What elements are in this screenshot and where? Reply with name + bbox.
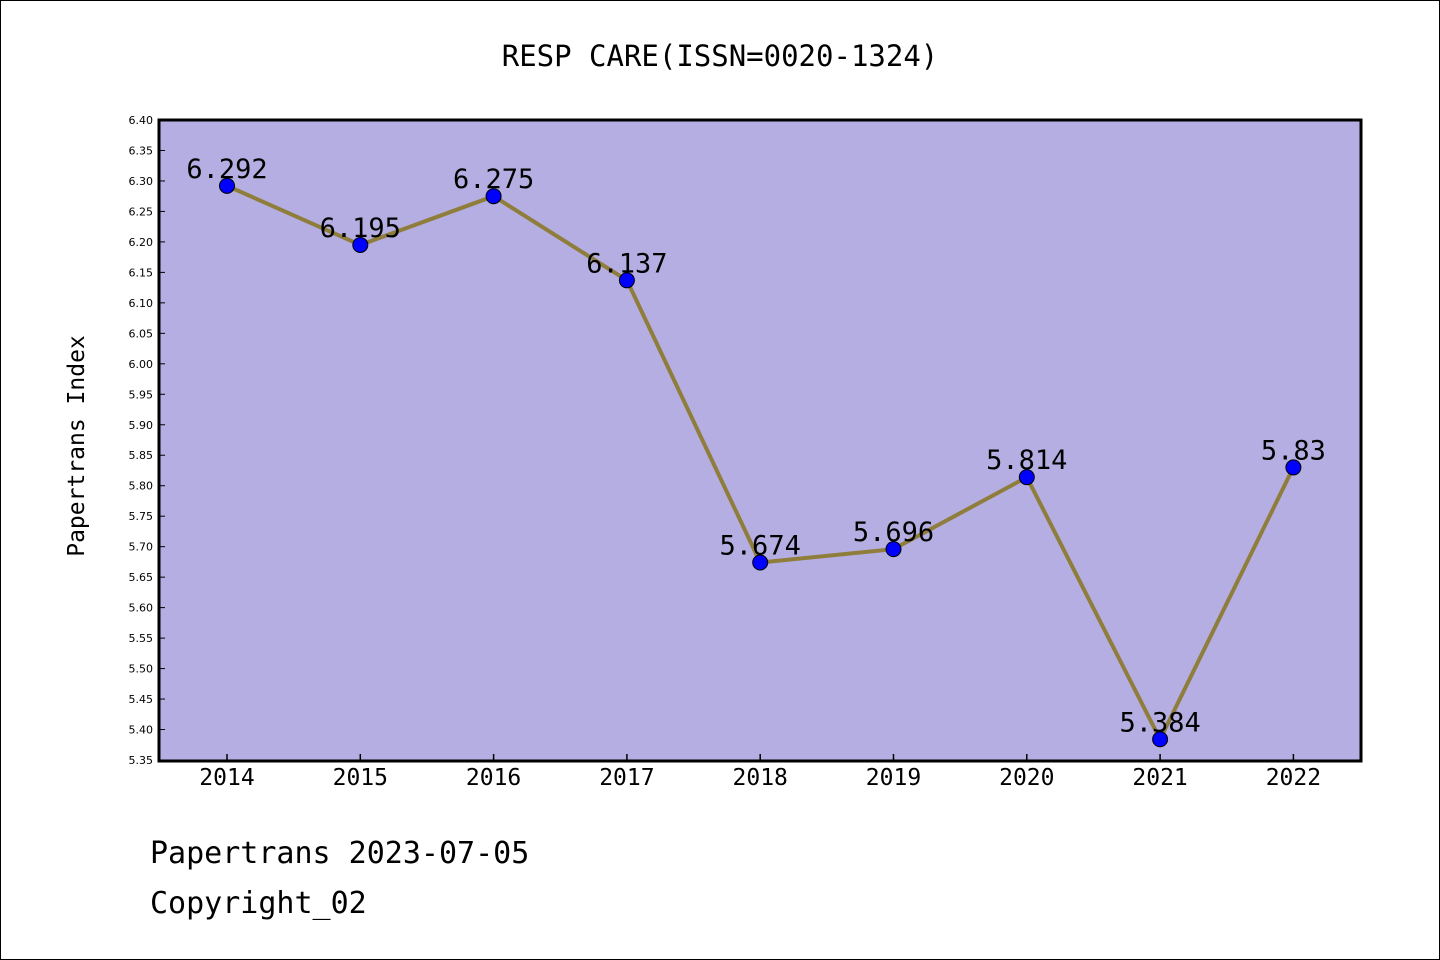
y-tick-label: 5.95: [129, 388, 154, 401]
x-tick-label: 2017: [599, 765, 654, 791]
y-tick-label: 6.25: [129, 205, 154, 218]
x-axis: 2014 2015 2016 2017 2018 2019 2020 2021 2022: [199, 754, 1321, 791]
x-tick-label: 2015: [333, 765, 388, 791]
y-tick-label: 5.50: [129, 663, 154, 676]
y-tick-label: 6.40: [129, 114, 154, 127]
data-point-marker: [618, 272, 635, 289]
y-axis-label: Papertrans Index: [64, 335, 90, 557]
y-tick-label: 5.35: [129, 754, 154, 767]
y-tick-label: 5.40: [129, 724, 154, 737]
y-tick-label: 6.30: [129, 175, 154, 188]
series-markers: [219, 177, 1302, 748]
data-label: 5.814: [986, 445, 1067, 476]
x-tick-label: 2021: [1132, 765, 1187, 791]
y-tick-label: 5.85: [129, 449, 154, 462]
y-tick-label: 5.60: [129, 602, 154, 615]
plot-area: [157, 118, 1363, 763]
data-point-marker: [1018, 469, 1035, 486]
y-tick-label: 6.15: [129, 266, 154, 279]
data-point-marker: [485, 188, 502, 205]
x-tick-label: 2019: [866, 765, 921, 791]
data-label: 6.195: [320, 213, 401, 244]
x-tick-label: 2014: [199, 765, 254, 791]
data-point-marker: [352, 236, 369, 253]
data-point-marker: [885, 541, 902, 558]
y-tick-label: 5.45: [129, 693, 154, 706]
x-tick-label: 2018: [733, 765, 788, 791]
y-tick-label: 5.55: [129, 632, 154, 645]
data-point-marker: [752, 554, 769, 571]
y-tick-label: 6.35: [129, 144, 154, 157]
y-axis: 5.35 5.40 5.45 5.50 5.55 5.60 5.65 5.70 5.75 5.80…: [129, 114, 165, 767]
y-tick-label: 6.20: [129, 236, 154, 249]
data-point-marker: [219, 177, 235, 194]
x-tick-label: 2022: [1266, 765, 1321, 791]
y-tick-label: 5.80: [129, 480, 154, 493]
data-label: 5.83: [1261, 435, 1326, 466]
data-label: 5.696: [853, 517, 934, 548]
y-tick-label: 5.70: [129, 541, 154, 554]
data-label: 6.275: [453, 164, 534, 195]
data-point-marker: [1285, 459, 1302, 476]
y-tick-label: 5.90: [129, 419, 154, 432]
data-label: 5.674: [720, 531, 801, 562]
y-tick-label: 6.00: [129, 358, 154, 371]
x-tick-label: 2020: [999, 765, 1054, 791]
y-tick-label: 5.75: [129, 510, 154, 523]
chart-title: RESP CARE(ISSN=0020-1324): [502, 39, 939, 73]
data-labels: 6.292 6.195 6.275 6.137 5.674 5.696 5.814 5.384…: [186, 154, 1326, 738]
x-tick-label: 2016: [466, 765, 521, 791]
data-label: 5.384: [1119, 707, 1200, 738]
data-point-marker: [1152, 731, 1169, 748]
y-tick-label: 5.65: [129, 571, 154, 584]
y-tick-label: 6.05: [129, 327, 154, 340]
data-label: 6.137: [586, 248, 667, 279]
footer-copyright-text: Copyright_02: [150, 886, 367, 921]
data-label: 6.292: [186, 154, 267, 185]
y-tick-label: 6.10: [129, 297, 154, 310]
footer-date-text: Papertrans 2023-07-05: [150, 836, 530, 871]
